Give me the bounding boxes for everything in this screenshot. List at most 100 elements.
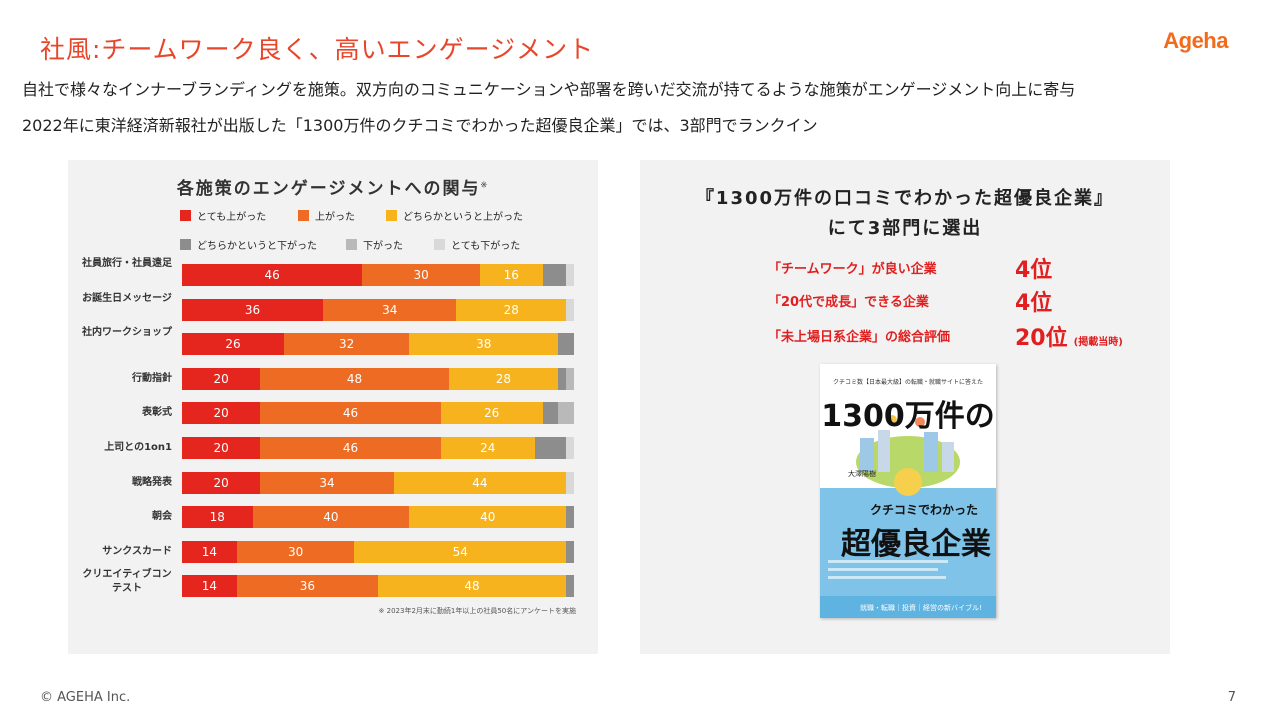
bar-segment: 30: [362, 264, 480, 286]
awards-title-line-1: 『1300万件の口コミでわかった超優良企業』: [695, 188, 1115, 209]
bar-segment: [542, 264, 567, 286]
bar-segment: 32: [283, 333, 410, 355]
legend-label: 下がった: [363, 241, 403, 252]
chart-row: 表彰式 20 46 26: [68, 402, 598, 424]
chart-title: 各施策のエンゲージメントへの関与※: [176, 179, 490, 199]
bar-segment: 26: [440, 402, 543, 424]
bar-segment: [566, 299, 574, 321]
stacked-bar: 14 36 48: [182, 575, 574, 597]
book-author: 大澤陽樹: [848, 469, 876, 478]
row-label: サンクスカード: [102, 546, 172, 557]
awards-title-line-2: にて3部門に選出: [827, 218, 983, 239]
stacked-bar: 20 46 26: [182, 402, 574, 424]
legend-item: とても上がった: [180, 208, 280, 223]
legend-swatch: [346, 239, 357, 250]
bar-segment: 54: [354, 541, 567, 563]
award-rank-teamwork: 4位: [1015, 258, 1053, 283]
legend-label: どちらかというと上がった: [403, 212, 523, 223]
bar-segment: [566, 541, 574, 563]
bar-segment: 16: [479, 264, 543, 286]
chart-row: お誕生日メッセージ 36 34 28: [68, 293, 598, 321]
stacked-bar: 20 46 24: [182, 437, 574, 459]
bar-segment: 36: [182, 299, 324, 321]
bar-segment: 36: [236, 575, 378, 597]
stacked-bar: 46 30 16: [182, 264, 574, 286]
bar-segment: 48: [377, 575, 567, 597]
legend-item: とても下がった: [434, 237, 544, 252]
bar-segment: 44: [393, 472, 567, 494]
legend-item: どちらかというと上がった: [386, 208, 546, 223]
legend-item: どちらかというと下がった: [180, 237, 328, 252]
bar-segment: 20: [182, 402, 261, 424]
bar-segment: 46: [260, 437, 441, 459]
stacked-bar: 26 32 38: [182, 333, 574, 355]
legend-swatch: [386, 210, 397, 221]
row-label: 社内ワークショップ: [82, 327, 172, 338]
bar-segment: 18: [182, 506, 253, 528]
bar-segment: 40: [252, 506, 410, 528]
bar-segment: 24: [440, 437, 535, 459]
bar-segment: 46: [182, 264, 363, 286]
legend-label: どちらかというと下がった: [197, 241, 317, 252]
award-label-unlisted: 「未上場日系企業」の総合評価: [768, 330, 951, 345]
bar-segment: [566, 437, 574, 459]
book-cover: クチコミ数【日本最大級】の転職・就職サイトに答えた 1300万件の 大澤陽樹 ク…: [820, 364, 996, 618]
award-label-20s-growth: 「20代で成長」できる企業: [768, 295, 929, 310]
subtitle-line-2: 2022年に東洋経済新報社が出版した「1300万件のクチコミでわかった超優良企業…: [22, 116, 818, 135]
chart-row: 社内ワークショップ 26 32 38: [68, 327, 598, 355]
chart-row: サンクスカード 14 30 54: [68, 541, 598, 563]
legend-label: とても上がった: [197, 212, 267, 223]
subtitle-line-1: 自社で様々なインナーブランディングを施策。双方向のコミュニケーションや部署を跨い…: [22, 80, 1076, 99]
bar-segment: 20: [182, 472, 261, 494]
legend-label: 上がった: [315, 212, 355, 223]
chart-row: 社員旅行・社員遠足 46 30 16: [68, 258, 598, 286]
bar-segment: 30: [236, 541, 355, 563]
legend-label: とても下がった: [451, 241, 521, 252]
bar-segment: 48: [260, 368, 449, 390]
bar-segment: 14: [182, 575, 237, 597]
stacked-bar: 36 34 28: [182, 299, 574, 321]
legend-item: 下がった: [346, 237, 416, 252]
legend-swatch: [298, 210, 309, 221]
bar-segment: 34: [260, 472, 394, 494]
award-label-teamwork: 「チームワーク」が良い企業: [768, 262, 937, 277]
bar-segment: [558, 402, 574, 424]
chart-title-mark: ※: [480, 180, 490, 190]
awards-panel: 『1300万件の口コミでわかった超優良企業』 にて3部門に選出 「チームワーク」…: [640, 160, 1170, 654]
legend-swatch: [434, 239, 445, 250]
legend-item: 上がった: [298, 208, 368, 223]
book-bottom-text: 就職・転職｜投資｜経営の新バイブル!: [860, 603, 982, 612]
chart-row: 上司との1on1 20 46 24: [68, 437, 598, 459]
bar-segment: 20: [182, 437, 261, 459]
chart-row: 朝会 18 40 40: [68, 506, 598, 528]
bar-segment: [558, 368, 567, 390]
bar-segment: 38: [409, 333, 559, 355]
engagement-chart-panel: 各施策のエンゲージメントへの関与※ とても上がった 上がった どちらかというと上がっ…: [68, 160, 598, 654]
row-label: 表彰式: [142, 407, 172, 418]
stacked-bar: 14 30 54: [182, 541, 574, 563]
bar-segment: 28: [456, 299, 567, 321]
row-label: 社員旅行・社員遠足: [82, 258, 172, 269]
row-label: 上司との1on1: [104, 442, 172, 453]
bar-segment: 20: [182, 368, 261, 390]
row-label: 行動指針: [132, 373, 172, 384]
book-big-title: 1300万件の: [821, 399, 995, 434]
book-sub-title: クチコミでわかった: [870, 503, 978, 517]
page-number: 7: [1227, 690, 1236, 705]
chart-row: 行動指針 20 48 28: [68, 368, 598, 390]
bar-segment: 26: [182, 333, 284, 355]
copyright: © AGEHA Inc.: [40, 690, 131, 705]
award-rank-unlisted: 20位 (掲載当時): [1015, 326, 1123, 351]
bar-segment: 46: [260, 402, 441, 424]
award-rank-20s-growth: 4位: [1015, 291, 1053, 316]
row-label: クリエイティブコンテスト: [82, 569, 172, 594]
stacked-bar: 18 40 40: [182, 506, 574, 528]
bar-segment: [534, 437, 567, 459]
chart-row: 戦略発表 20 34 44: [68, 472, 598, 494]
bar-segment: [566, 368, 574, 390]
chart-legend: とても上がった 上がった どちらかというと上がったどちらかというと下がった 下がった と…: [180, 208, 580, 252]
award-note: (掲載当時): [1073, 337, 1123, 348]
bar-segment: 40: [409, 506, 567, 528]
bar-segment: [566, 472, 574, 494]
bar-segment: 28: [448, 368, 559, 390]
